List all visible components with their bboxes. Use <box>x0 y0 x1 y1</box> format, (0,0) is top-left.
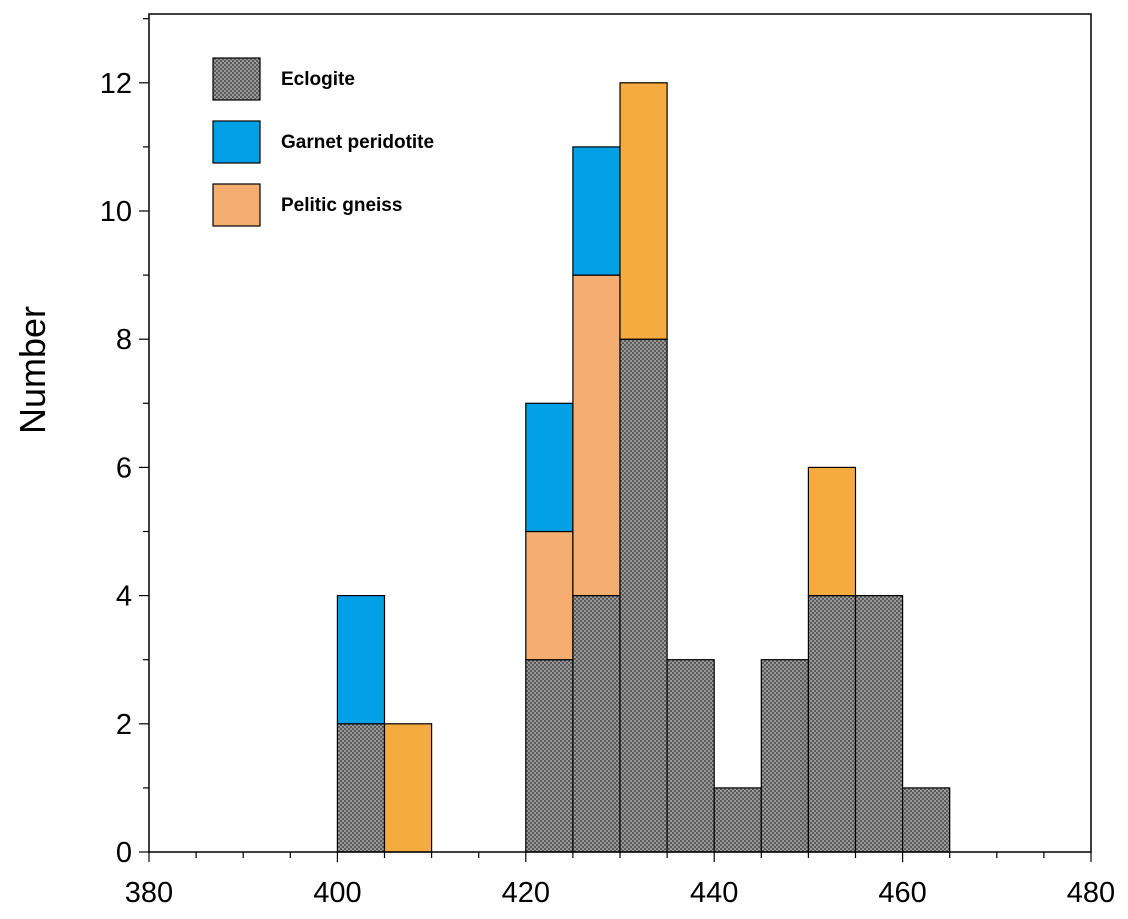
bar-440-eclogite <box>713 787 762 853</box>
x-tick-label: 400 <box>313 877 361 909</box>
bar-400-garnet-peridotite <box>336 594 386 725</box>
x-tick-label: 440 <box>690 877 738 909</box>
legend: Eclogite Garnet peridotite Pelitic gneiss <box>212 57 434 227</box>
legend-swatch-garnet-peridotite <box>212 120 261 164</box>
axes-layer: 380 400 420 440 460 480 0 2 4 6 8 10 12 <box>100 13 1115 909</box>
bar-405-pelitic-gneiss-dark <box>383 723 433 853</box>
bar-425-garnet-peridotite <box>572 146 621 276</box>
y-tick-label: 2 <box>116 709 132 741</box>
bar-435-eclogite <box>666 659 715 853</box>
x-tick-label: 380 <box>125 877 173 909</box>
y-tick-label: 8 <box>116 324 132 356</box>
y-tick-label: 10 <box>100 196 132 228</box>
bar-460-eclogite <box>901 787 951 853</box>
bar-425-eclogite <box>572 594 621 853</box>
y-axis-title: Number <box>12 306 53 434</box>
bars-layer <box>336 82 951 853</box>
bar-445-eclogite <box>760 659 809 853</box>
bar-420-pelitic-gneiss-light <box>525 530 574 661</box>
legend-swatch-eclogite <box>212 57 261 101</box>
legend-label-garnet-peridotite: Garnet peridotite <box>281 132 434 153</box>
legend-label-eclogite: Eclogite <box>281 69 355 90</box>
bar-400-eclogite <box>336 723 386 853</box>
bar-450-pelitic-gneiss-dark <box>807 466 857 597</box>
bar-425-pelitic-gneiss-light <box>572 274 621 597</box>
x-tick-label: 480 <box>1067 877 1115 909</box>
legend-label-pelitic-gneiss-light: Pelitic gneiss <box>281 195 402 216</box>
y-tick-label: 4 <box>116 581 132 613</box>
y-tick-label: 6 <box>116 452 132 484</box>
x-tick-label: 420 <box>502 877 550 909</box>
bar-430-eclogite <box>619 338 668 853</box>
bar-420-eclogite <box>525 659 574 853</box>
y-tick-label: 12 <box>100 68 132 100</box>
x-tick-label: 460 <box>878 877 926 909</box>
bar-455-eclogite <box>854 594 904 853</box>
y-tick-label: 0 <box>116 837 132 869</box>
bar-430-pelitic-gneiss-dark <box>619 82 668 340</box>
bar-420-garnet-peridotite <box>525 402 574 533</box>
bar-450-eclogite <box>807 594 857 853</box>
legend-swatch-pelitic-gneiss-light <box>212 183 261 227</box>
